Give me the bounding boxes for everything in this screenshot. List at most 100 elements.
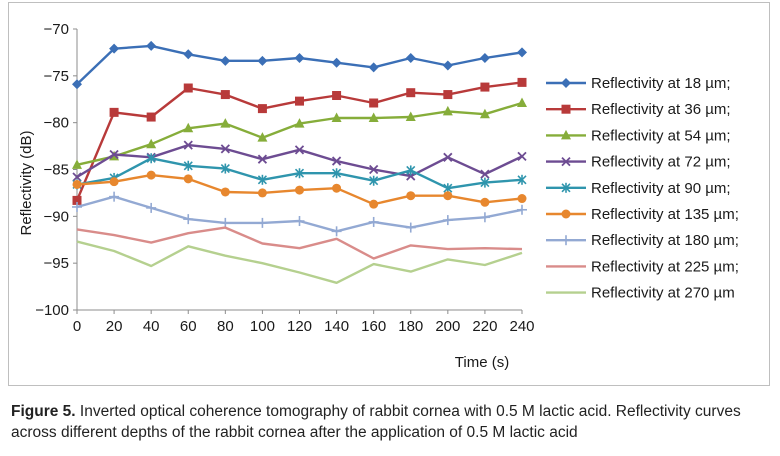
data-point [369,199,379,209]
caption-label: Figure 5. [11,403,76,420]
series-line [76,226,523,260]
series [72,97,527,169]
data-point [220,90,230,100]
data-point [183,214,194,225]
data-point [405,111,416,122]
data-point [331,57,342,68]
data-point [220,55,231,66]
data-point [295,96,304,106]
data-point [146,170,156,180]
y-tick-label: −80 [44,115,69,132]
y-tick-label: −95 [44,255,69,272]
series [76,226,523,260]
data-point [369,164,379,175]
data-point [146,153,156,164]
x-axis-title: Time (s) [455,354,509,371]
data-point [220,163,230,174]
data-point [517,204,527,215]
series-lines [72,40,527,284]
data-point [109,149,119,160]
data-point [183,174,193,184]
data-point [220,217,231,228]
x-tick-label: 140 [324,318,349,335]
data-point [257,55,268,66]
data-point [406,191,416,201]
series-line [76,44,523,86]
legend-item: Reflectivity at 270 µm [546,285,735,302]
data-point [257,217,268,228]
y-tick-label: −70 [44,21,69,38]
data-point [561,129,571,140]
data-point [561,156,571,167]
y-tick-label: −75 [44,68,69,85]
y-axis-title: Reflectivity (dB) [18,130,35,235]
series [72,77,527,205]
data-point [294,118,305,128]
data-point [480,177,490,188]
data-point [480,197,490,207]
data-point [257,132,268,142]
data-point [72,179,82,189]
data-point [406,165,416,176]
data-point [146,138,157,149]
series-line [76,101,523,166]
series [76,240,523,284]
y-tick-label: −85 [44,162,69,179]
data-point [294,216,305,227]
data-point [331,156,342,166]
data-point [257,188,267,198]
data-point [405,53,416,64]
data-point [561,78,571,88]
data-point [183,122,194,133]
data-point [517,151,527,162]
series-line [76,240,523,284]
data-point [561,104,571,114]
data-point [561,235,571,246]
legend-label: Reflectivity at 36 µm; [591,101,731,118]
series [72,170,527,209]
data-point [294,53,305,64]
data-point [109,43,120,54]
x-tick-label: 20 [106,318,123,335]
data-point [479,212,490,223]
legend-item: Reflectivity at 135 µm; [546,206,739,223]
legend-label: Reflectivity at 180 µm; [591,232,739,249]
data-point [294,168,305,179]
figure-frame: −70 −75 −80 −85 −90 −95 −100 0 20 40 60 80 100 120 140… [8,2,770,386]
data-point [294,145,305,155]
series [72,191,527,237]
y-tick-label: −100 [35,302,69,319]
legend-label: Reflectivity at 72 µm; [591,154,731,171]
data-point [369,98,379,108]
data-point [72,79,82,90]
data-point [220,144,230,154]
data-point [295,185,304,195]
x-tick-label: 220 [472,318,497,335]
data-point [146,40,157,51]
data-point [443,90,453,100]
legend-item: Reflectivity at 90 µm; [546,180,731,197]
data-point [331,112,342,122]
data-point [220,118,231,128]
data-point [442,60,453,71]
data-point [442,105,453,116]
data-point [561,182,571,193]
data-point [72,159,82,169]
data-point [480,82,490,92]
data-point [109,107,119,117]
x-tick-label: 80 [217,318,234,335]
data-point [183,160,193,171]
data-point [561,209,571,219]
x-tick-label: 160 [361,318,386,335]
data-point [72,172,82,182]
y-tick-label: −90 [44,208,69,225]
legend-label: Reflectivity at 270 µm [591,285,735,302]
x-tick-label: 100 [250,318,275,335]
data-point [257,174,267,185]
data-point [332,183,342,193]
data-point [442,215,453,226]
data-point [331,226,342,237]
x-tick-label: 40 [143,318,160,335]
data-point [443,152,453,162]
